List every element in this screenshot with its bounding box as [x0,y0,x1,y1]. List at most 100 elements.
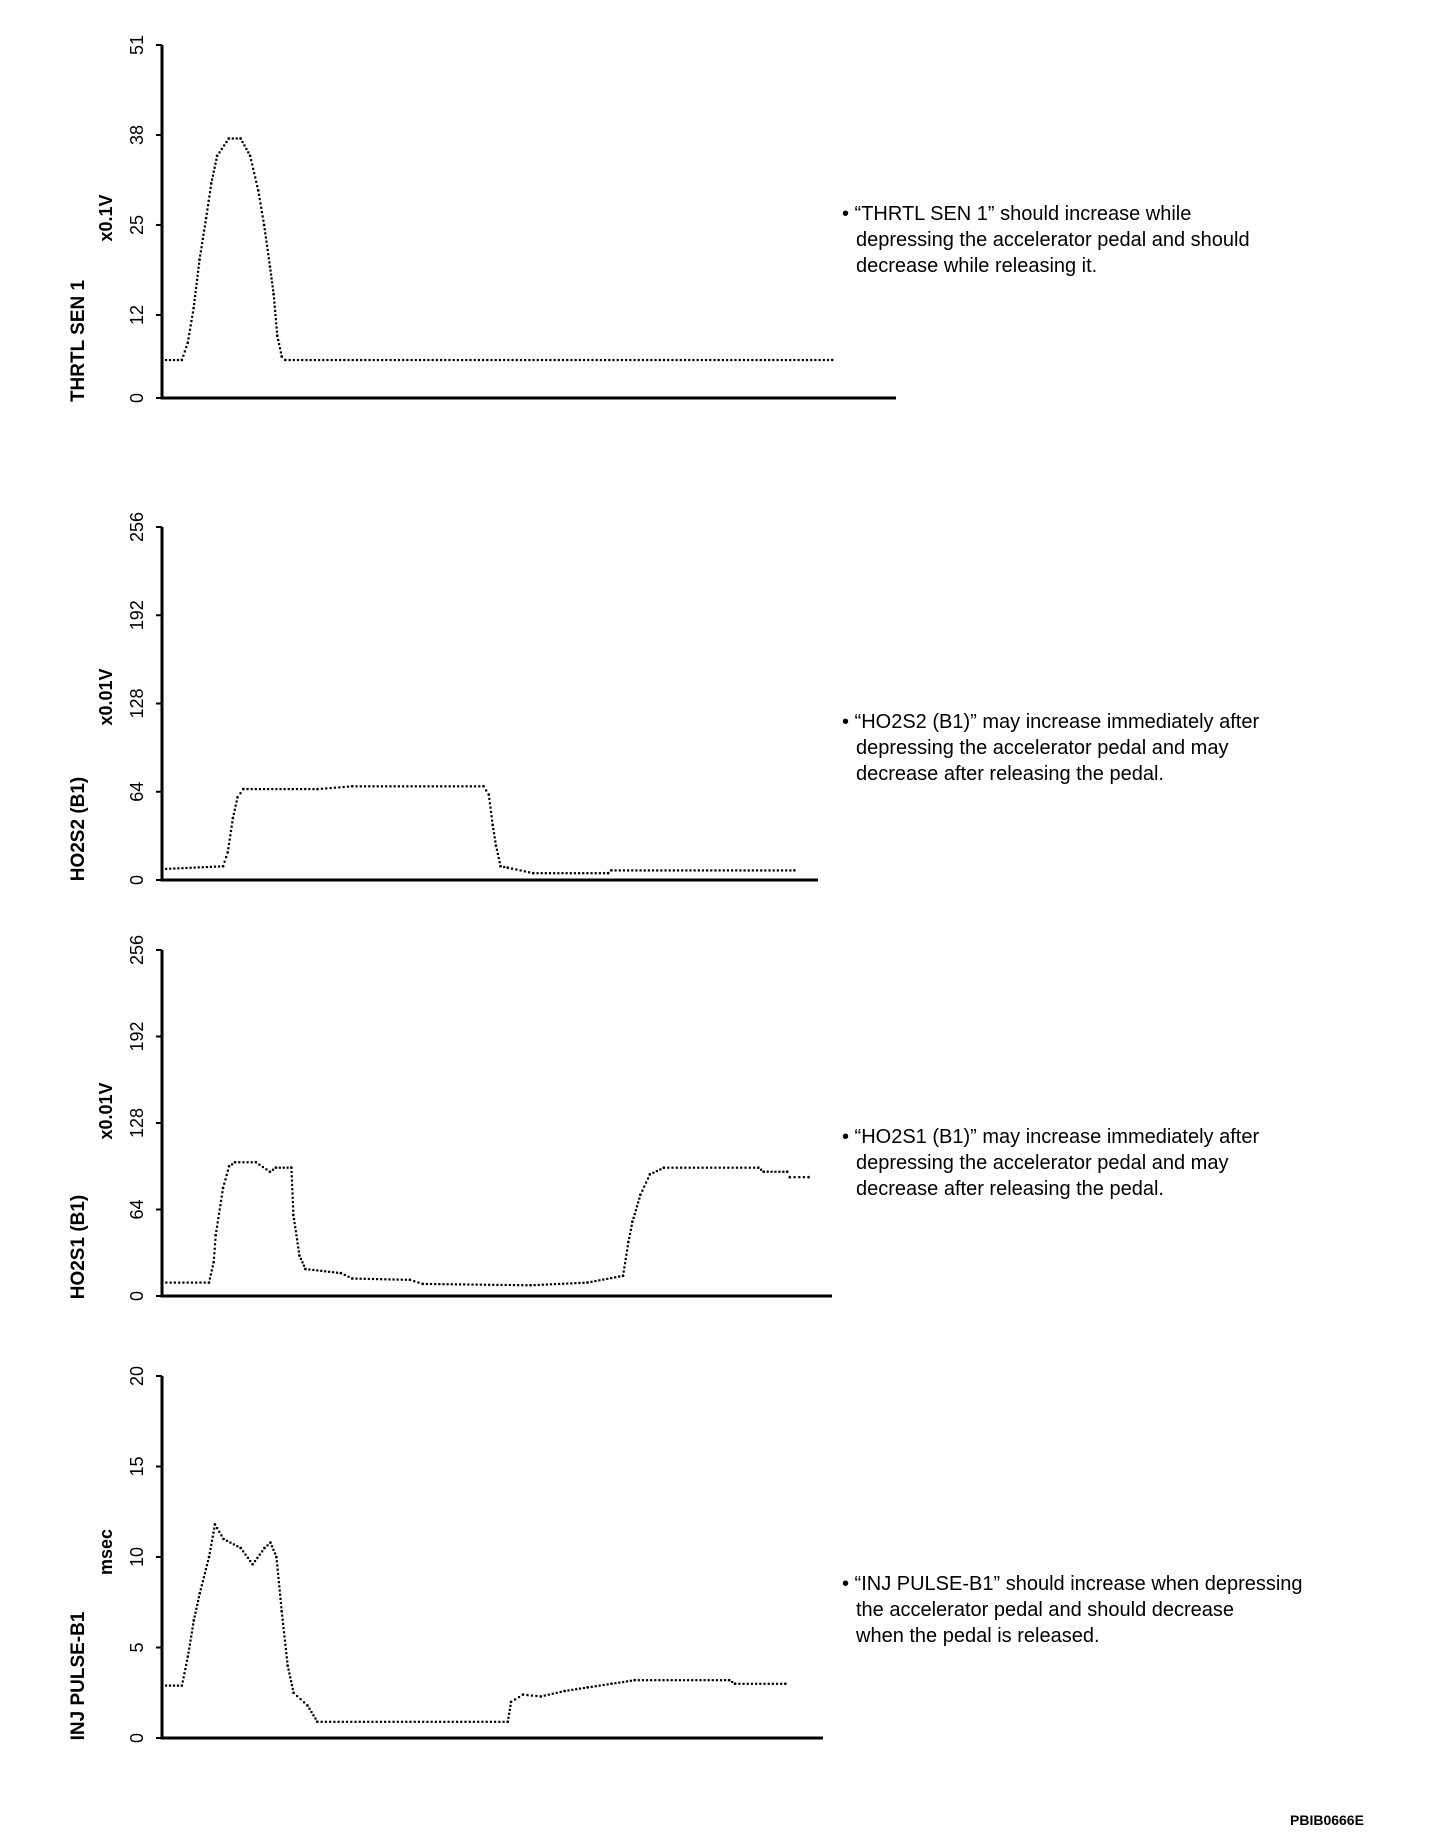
data-dot [569,872,572,875]
data-dot [599,358,602,362]
data-dot [287,1668,290,1671]
data-dot [172,358,176,362]
y-unit-label: x0.01V [96,1082,116,1139]
data-dot [241,140,244,144]
data-point [639,1193,642,1196]
data-dot [570,358,573,362]
data-dot [363,785,367,788]
data-dot [233,808,236,811]
data-dot [189,866,192,869]
data-dot [188,1647,191,1650]
data-dot [312,1268,315,1272]
data-dot [393,785,396,788]
data-dot [477,1720,480,1723]
data-dot [265,244,269,247]
data-point [275,1555,278,1559]
data-dot [624,1257,627,1261]
y-tick-label: 64 [127,782,147,802]
data-dot [545,358,548,362]
data-dot [193,302,196,306]
data-dot [295,1238,299,1241]
note-0: • “THRTL SEN 1” should increase while de… [842,201,1250,279]
data-dot [244,1553,247,1556]
data-dot [641,358,645,362]
data-dot [213,1243,217,1246]
data-dot [724,1679,727,1682]
data-dot [290,1179,294,1182]
data-dot [215,1225,219,1228]
data-point [180,1684,184,1687]
y-tick-label: 51 [127,35,147,55]
data-dot [347,1275,350,1278]
data-dot [517,1284,520,1287]
data-dot [688,1166,691,1169]
data-dot [688,358,691,362]
data-dot [561,872,564,875]
data-dot [747,358,750,362]
data-dot [567,1689,570,1692]
data-dot [219,1204,222,1207]
data-dot [676,869,680,872]
data-point [290,1166,293,1169]
data-dot [755,358,758,362]
data-dot [392,1720,395,1723]
data-dot [710,1166,713,1169]
data-dot [618,1681,621,1684]
data-dot [578,1281,581,1285]
data-dot [595,358,598,362]
data-dot [227,847,230,850]
data-dot [682,1679,686,1682]
data-dot [208,195,211,198]
y-tick-label: 0 [127,1733,147,1743]
data-dot [750,1682,754,1685]
data-dot [291,1183,294,1187]
data-dot [488,802,492,805]
data-dot [347,358,350,362]
data-dot [509,1704,512,1707]
y-tick-label: 15 [127,1456,147,1476]
data-dot [245,147,248,151]
data-dot [590,872,593,875]
data-dot [623,1262,627,1265]
data-dot [764,869,767,872]
data-dot [536,872,539,875]
data-dot [577,872,581,875]
data-dot [205,865,208,869]
data-dot [220,1195,223,1198]
data-dot [246,1161,249,1164]
data-dot [451,1720,454,1723]
data-dot [274,309,277,312]
data-dot [465,785,468,788]
data-dot [325,787,328,790]
data-dot [184,1667,187,1671]
data-dot [431,785,434,788]
data-dot [329,786,332,790]
data-dot [206,1560,210,1563]
data-dot [389,358,392,362]
data-dot [763,358,767,362]
data-dot [578,1687,582,1690]
data-dot [232,1543,235,1546]
data-dot [667,358,670,362]
data-dot [191,311,195,314]
data-dot [681,869,684,872]
data-dot [291,1192,294,1195]
data-dot [706,869,709,872]
y-axis-title: HO2S1 (B1) [68,1195,89,1300]
data-point [292,1213,295,1217]
data-point [506,866,510,869]
data-dot [510,867,514,870]
data-dot [165,1281,168,1284]
data-dot [210,1539,214,1542]
data-point [192,306,195,310]
data-point [221,1186,225,1190]
note-3: • “INJ PULSE-B1” should increase when de… [842,1571,1303,1649]
data-dot [185,345,188,349]
data-dot [250,159,253,162]
data-point [509,1700,513,1704]
data-dot [220,1534,223,1537]
data-dot [714,869,717,872]
data-dot [826,358,830,362]
data-dot [190,1635,193,1638]
data-dot [406,358,409,362]
